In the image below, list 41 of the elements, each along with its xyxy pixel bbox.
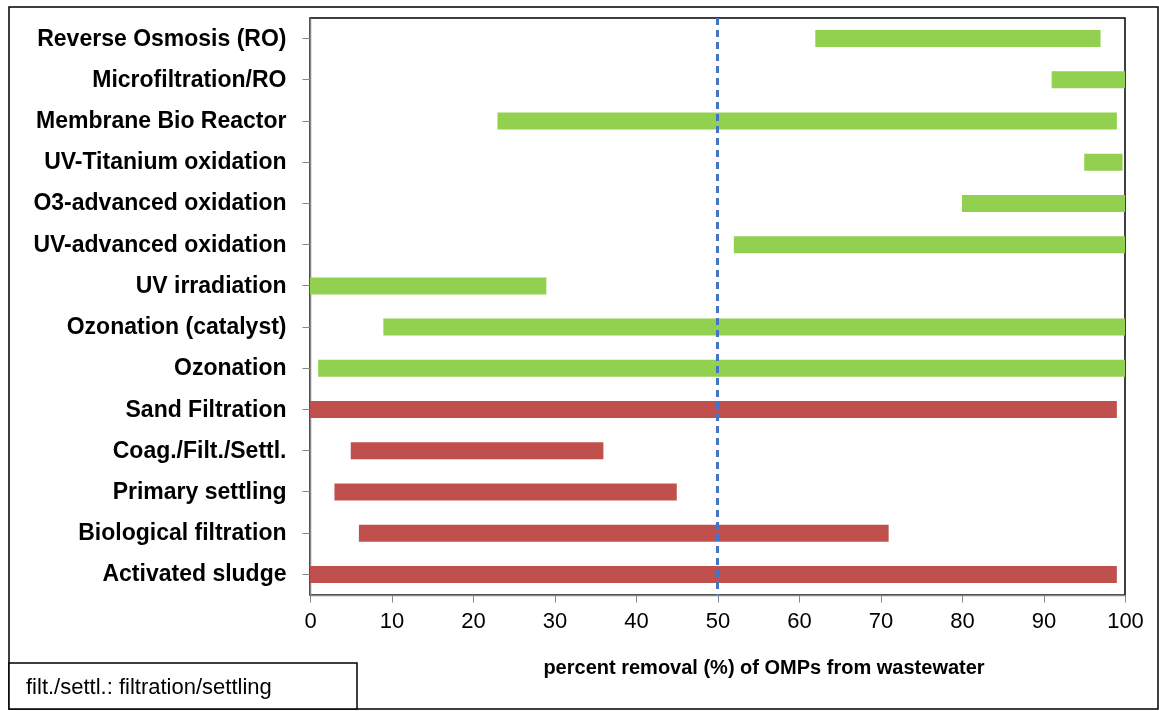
y-tick-label: Sand Filtration: [125, 395, 287, 422]
x-tick-label: 40: [624, 607, 649, 633]
bar: [1051, 71, 1125, 89]
y-tick-label: O3-advanced oxidation: [33, 189, 287, 216]
bar: [310, 401, 1117, 419]
x-tick-label: 0: [304, 607, 317, 633]
y-tick-label: UV-Titanium oxidation: [44, 148, 287, 175]
bar: [962, 194, 1125, 212]
y-tick-label: Ozonation: [174, 354, 287, 381]
bar: [815, 30, 1101, 48]
text: filt./settl.: filtration/settling: [26, 674, 272, 699]
x-tick-label: 100: [1107, 607, 1144, 633]
bar: [350, 442, 604, 460]
y-tick-label: Ozonation (catalyst): [66, 313, 287, 340]
y-tick-label: Coag./Filt./Settl.: [112, 436, 287, 463]
x-tick-label: 10: [379, 607, 405, 633]
x-tick-label: 60: [787, 607, 812, 633]
x-tick-label: 30: [542, 607, 568, 633]
y-tick-label: Activated sludge: [102, 560, 287, 587]
bar: [358, 524, 889, 542]
x-tick-label: 90: [1031, 607, 1057, 633]
bar: [1084, 153, 1123, 171]
bar: [334, 483, 677, 501]
y-tick-label: Microfiltration/RO: [92, 65, 287, 92]
x-axis-title: percent removal (%) of OMPs from wastewater: [543, 655, 985, 678]
x-tick-label: 50: [705, 607, 731, 633]
bar: [318, 359, 1125, 377]
bar: [310, 277, 547, 295]
x-tick-label: 80: [950, 607, 975, 633]
y-tick-label: Primary settling: [112, 477, 287, 504]
bar: [733, 236, 1125, 254]
y-tick-label: Membrane Bio Reactor: [35, 107, 287, 134]
bar: [497, 112, 1117, 130]
y-tick-label: UV irradiation: [135, 271, 287, 298]
y-tick-label: Reverse Osmosis (RO): [37, 24, 287, 51]
y-tick-label: Biological filtration: [78, 519, 287, 546]
bar: [383, 318, 1125, 336]
x-tick-label: 70: [868, 607, 894, 633]
x-tick-label: 20: [461, 607, 486, 633]
bar: [310, 565, 1117, 583]
y-tick-label: UV-advanced oxidation: [33, 230, 287, 257]
